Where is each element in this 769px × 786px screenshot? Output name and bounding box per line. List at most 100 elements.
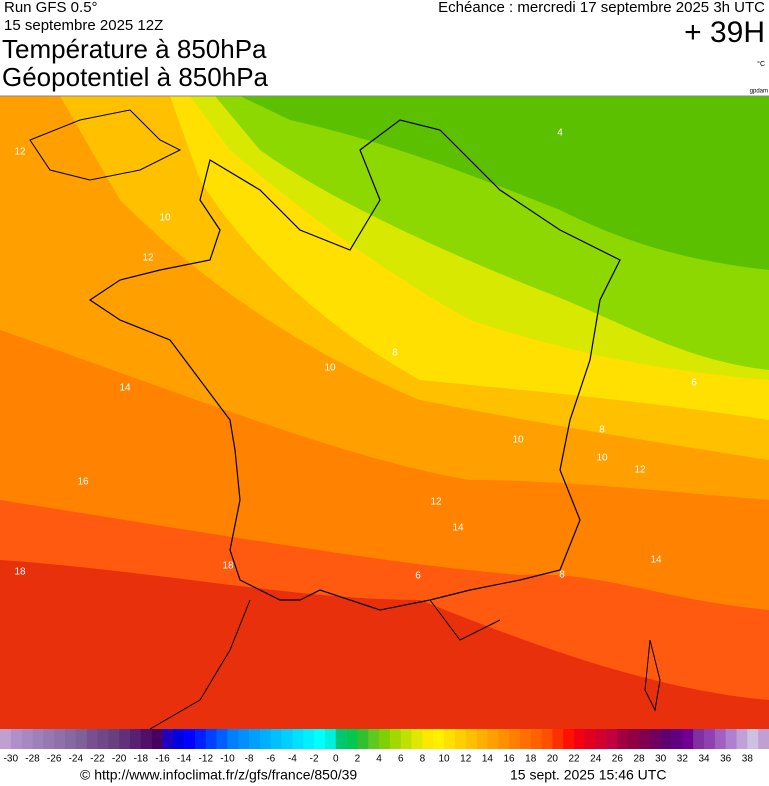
scale-tick-label: 18 <box>525 754 537 765</box>
scale-swatch <box>162 729 174 749</box>
contour-label: 14 <box>452 523 464 534</box>
contour-label: 10 <box>324 363 336 374</box>
scale-swatch <box>541 729 553 749</box>
contour-label: 8 <box>599 425 605 436</box>
scale-swatch <box>173 729 185 749</box>
scale-swatch <box>400 729 412 749</box>
scale-tick-label: -28 <box>25 754 40 765</box>
scale-swatch <box>379 729 391 749</box>
scale-tick-label: 4 <box>376 754 382 765</box>
scale-swatch <box>249 729 261 749</box>
scale-tick-label: 10 <box>439 754 451 765</box>
contour-label: 12 <box>430 497 442 508</box>
scale-swatch <box>530 729 542 749</box>
scale-tick-label: 14 <box>482 754 494 765</box>
scale-tick-label: -16 <box>155 754 170 765</box>
scale-tick-label: -14 <box>177 754 192 765</box>
scale-tick-label: 36 <box>720 754 732 765</box>
scale-swatch <box>660 729 672 749</box>
scale-swatch <box>259 729 272 749</box>
scale-tick-label: 2 <box>355 754 361 765</box>
scale-swatch <box>389 729 402 749</box>
scale-swatch <box>595 729 607 749</box>
scale-swatch <box>0 729 12 749</box>
scale-tick-label: 32 <box>677 754 689 765</box>
scale-swatch <box>21 729 33 749</box>
scale-swatch <box>509 729 521 749</box>
scale-swatch <box>32 729 44 749</box>
scale-tick-label: -20 <box>112 754 127 765</box>
scale-swatch <box>747 729 759 749</box>
lead-time: + 39H <box>684 16 765 49</box>
scale-tick-label: -18 <box>134 754 149 765</box>
scale-swatch <box>216 729 228 749</box>
scale-swatch <box>639 729 651 749</box>
scale-swatch <box>281 729 293 749</box>
contour-label: 8 <box>559 570 565 581</box>
scale-tick-label: -22 <box>90 754 105 765</box>
source-url: © http://www.infoclimat.fr/z/gfs/france/… <box>80 767 357 783</box>
scale-swatch <box>693 729 705 749</box>
run-date: 15 septembre 2025 12Z <box>4 17 163 34</box>
scale-tick-label: -8 <box>245 754 254 765</box>
contour-label: 10 <box>596 453 608 464</box>
england-coast <box>29 109 182 181</box>
scale-swatch <box>184 729 196 749</box>
contour-label: 18 <box>222 561 234 572</box>
scale-swatch <box>574 729 586 749</box>
contour-label: 10 <box>512 435 524 446</box>
scale-swatch <box>465 729 477 749</box>
run-label: Run GFS 0.5° <box>4 0 98 16</box>
contour-label: 16 <box>77 477 89 488</box>
contour-label: 14 <box>119 383 131 394</box>
scale-tick-label: 38 <box>742 754 754 765</box>
scale-swatch <box>714 729 726 749</box>
contour-label: 18 <box>14 567 26 578</box>
field-dark-green <box>240 96 769 270</box>
scale-swatch <box>671 729 683 749</box>
scale-tick-label: -2 <box>310 754 319 765</box>
scale-swatch <box>108 729 120 749</box>
contour-label: 10 <box>159 213 171 224</box>
scale-swatch <box>628 729 640 749</box>
scale-swatch <box>205 729 217 749</box>
scale-tick-label: 28 <box>633 754 645 765</box>
scale-swatch <box>75 729 87 749</box>
contour-label: 12 <box>142 253 154 264</box>
scale-swatch <box>725 729 737 749</box>
contour-label: 8 <box>392 348 398 359</box>
scale-swatch <box>64 729 77 749</box>
scale-swatch <box>303 729 315 749</box>
scale-swatch <box>54 729 66 749</box>
scale-swatch <box>444 729 456 749</box>
scale-swatch <box>758 729 769 749</box>
scale-tick-label: 34 <box>698 754 710 765</box>
scale-swatch <box>10 729 22 749</box>
scale-swatch <box>129 729 142 749</box>
contour-label: 6 <box>415 571 421 582</box>
scale-swatch <box>487 729 499 749</box>
scale-swatch <box>335 729 347 749</box>
scale-tick-label: -24 <box>69 754 84 765</box>
scale-tick-label: 16 <box>503 754 515 765</box>
valid-time: Echéance : mercredi 17 septembre 2025 3h… <box>438 0 765 16</box>
scale-swatch <box>151 729 163 749</box>
scale-swatch <box>617 729 629 749</box>
scale-swatch <box>736 729 748 749</box>
contour-label: 14 <box>650 555 662 566</box>
scale-swatch <box>86 729 98 749</box>
scale-swatch <box>704 729 716 749</box>
map <box>0 96 769 729</box>
scale-swatch <box>454 729 467 749</box>
scale-swatch <box>519 729 532 749</box>
scale-tick-label: 30 <box>655 754 667 765</box>
scale-tick-label: -4 <box>288 754 297 765</box>
scale-tick-label: -6 <box>266 754 275 765</box>
scale-swatch <box>476 729 488 749</box>
scale-swatch <box>314 729 326 749</box>
scale-tick-label: -30 <box>4 754 19 765</box>
scale-swatch <box>43 729 55 749</box>
unit-gpdam: gpdam <box>750 89 768 95</box>
scale-swatch <box>140 729 152 749</box>
